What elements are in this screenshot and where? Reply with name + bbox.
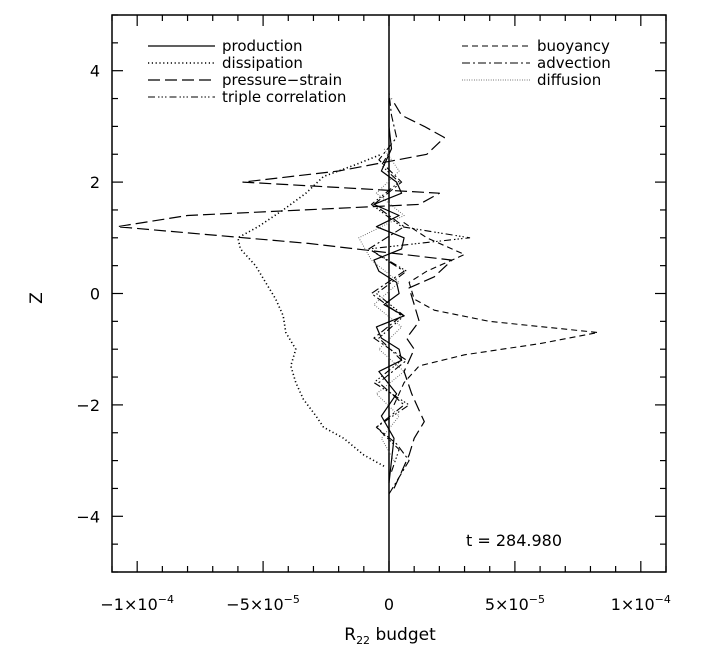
- x-tick-label: −1×10−4: [100, 593, 174, 614]
- y-tick-label: 4: [90, 62, 100, 81]
- y-tick-label: 2: [90, 173, 100, 192]
- series-diffusion: [358, 148, 405, 461]
- y-tick-label: 0: [90, 285, 100, 304]
- y-tick-label: −4: [76, 507, 100, 526]
- x-tick-label: −5×10−5: [226, 593, 300, 614]
- legend-label: buoyancy: [537, 37, 610, 55]
- series-production: [373, 98, 405, 483]
- legend: productiondissipationpressure−straintrip…: [148, 37, 611, 106]
- series-group: [116, 92, 599, 495]
- y-axis-label: Z: [27, 292, 47, 304]
- x-tick-label: 0: [384, 595, 394, 614]
- y-tick-label: −2: [76, 396, 100, 415]
- time-annotation: t = 284.980: [466, 531, 562, 550]
- series-buoyancy: [393, 220, 599, 406]
- legend-label: dissipation: [222, 54, 303, 72]
- legend-label: diffusion: [537, 71, 601, 89]
- legend-label: advection: [537, 54, 611, 72]
- legend-label: pressure−strain: [222, 71, 342, 89]
- series-dissipation: [237, 153, 385, 467]
- series-triple-correlation: [368, 148, 471, 472]
- axes: −1×10−4 −5×10−5 0 5×10−5 1×10−4 −4 −2 0 2 4: [76, 14, 671, 614]
- x-tick-label: 1×10−4: [611, 593, 671, 614]
- legend-label: triple correlation: [222, 88, 346, 106]
- legend-label: production: [222, 37, 303, 55]
- series-advection: [368, 92, 410, 495]
- series-pressure-strain: [116, 98, 453, 489]
- x-tick-label: 5×10−5: [485, 593, 545, 614]
- x-axis-label: R22 budget: [344, 625, 436, 647]
